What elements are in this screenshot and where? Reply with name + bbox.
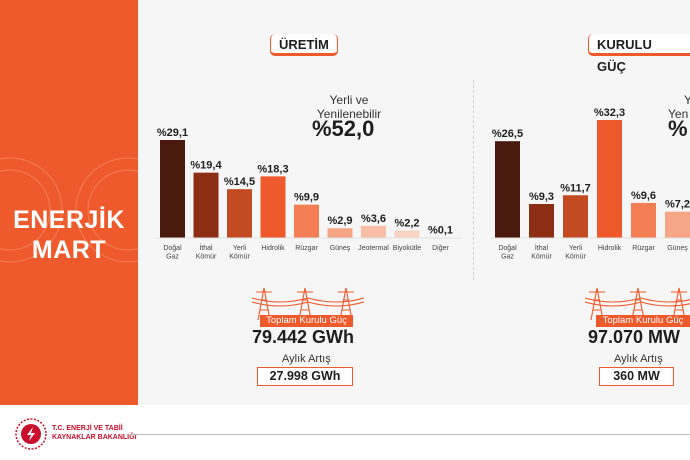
category-label-4: Rüzgar (295, 245, 318, 252)
category-label-0-0: Doğal (498, 245, 517, 252)
yerli-yenilenebilir-value: %52,0 (312, 116, 375, 141)
category-label-3: Hidrolik (261, 245, 285, 252)
bar-5 (665, 211, 690, 238)
category-label-4: Rüzgar (632, 245, 655, 252)
bar-value-label-2: %11,7 (560, 182, 591, 194)
footer-divider (130, 434, 690, 435)
yerli-label-2-line2: Yen (668, 107, 689, 121)
kurulu-guc-bar-chart: %26,5 Doğal Gaz %9,3 İthal Kömür %11,7 Yerli Köm… (491, 107, 690, 261)
category-label-1-1: Kömür (531, 254, 552, 261)
category-label-1-0: İthal (199, 243, 213, 252)
yerli-yenilenebilir-label-2: Y Yen (668, 93, 690, 121)
ministry-name-line1: T.C. ENERJİ VE TABİİ (52, 425, 123, 432)
bar-7 (394, 230, 420, 238)
bar-value-label-4: %9,6 (631, 190, 656, 202)
yerli-label-2-line1: Y (684, 93, 690, 107)
side-title: ENERJİK MART (0, 205, 138, 265)
category-label-2-0: Yerli (569, 245, 583, 252)
panel-divider (473, 80, 474, 280)
bar-4 (294, 204, 319, 238)
bar-value-label-8: %0,1 (428, 225, 453, 237)
aylik-artis-value: 27.998 GWh (257, 367, 353, 386)
category-label-0-1: Gaz (166, 254, 179, 261)
yerli-yenilenebilir-label: Yerli ve Yenilenebilir (304, 93, 394, 121)
bar-3 (597, 120, 622, 238)
tab-uretim[interactable]: ÜRETİM (270, 34, 338, 56)
category-label-2-1: Kömür (565, 254, 586, 261)
bar-0 (495, 141, 520, 238)
bar-1 (193, 172, 219, 238)
ministry-name-line2: KAYNAKLAR BAKANLIĞI (52, 434, 137, 441)
bar-value-label-4: %9,9 (294, 192, 319, 204)
category-label-5: Güneş (667, 245, 688, 252)
category-label-0-1: Gaz (501, 254, 514, 261)
category-label-8: Diğer (432, 245, 449, 252)
bar-value-label-1: %19,4 (190, 160, 222, 172)
yerli-label-line2: Yenilenebilir (316, 107, 382, 121)
aylik-artis-value-2: 360 MW (599, 367, 674, 386)
category-label-6: Jeotermal (358, 245, 389, 252)
decorative-arcs (0, 157, 138, 263)
toplam-kurulu-guc-label: Toplam Kurulu Güç (260, 315, 353, 327)
bar-2 (563, 195, 588, 238)
side-title-line2: MART (31, 236, 107, 264)
category-label-1-0: İthal (535, 243, 549, 252)
yerli-label-line1: Yerli ve (329, 93, 369, 107)
category-label-0-0: Doğal (163, 245, 182, 252)
aylik-artis-label: Aylık Artış (282, 353, 331, 365)
bar-value-label-5: %2,9 (327, 215, 352, 227)
bar-value-label-2: %14,5 (224, 176, 255, 188)
bar-value-label-3: %32,3 (594, 107, 625, 119)
bar-value-label-1: %9,3 (529, 191, 554, 203)
bar-4 (631, 202, 656, 238)
yerli-yenilenebilir-value-2: % (668, 116, 688, 141)
ministry-logo (15, 418, 47, 450)
uretim-bar-chart: %29,1 Doğal Gaz %19,4 İthal Kömür %14,5 Yerli Kö… (156, 127, 462, 261)
power-tower-icon (252, 287, 364, 320)
power-tower-icon-2 (585, 287, 690, 320)
bar-3 (260, 176, 286, 238)
category-label-1-1: Kömür (196, 254, 217, 261)
bar-value-label-3: %18,3 (257, 163, 288, 175)
bar-value-label-6: %3,6 (361, 213, 386, 225)
aylik-artis-label-2: Aylık Artış (614, 353, 663, 365)
bar-1 (529, 204, 554, 238)
bar-6 (361, 225, 386, 238)
ministry-name: T.C. ENERJİ VE TABİİ KAYNAKLAR BAKANLIĞI (52, 424, 137, 442)
bar-0 (160, 140, 185, 238)
toplam-kurulu-guc-value-2: 97.070 MW (588, 327, 681, 347)
toplam-kurulu-guc-label-2: Toplam Kurulu Güç (596, 315, 690, 327)
category-label-5: Güneş (330, 245, 351, 252)
category-label-3: Hidrolik (598, 245, 622, 252)
bar-5 (327, 228, 353, 238)
category-label-2-0: Yerli (233, 245, 247, 252)
bar-2 (227, 189, 252, 238)
side-banner: ENERJİK MART (0, 0, 138, 405)
tab-kurulu-guc[interactable]: KURULU GÜÇ (588, 34, 690, 74)
bar-value-label-0: %29,1 (157, 127, 188, 139)
category-label-7: Biyokütle (393, 245, 422, 252)
category-label-2-1: Kömür (229, 254, 250, 261)
bar-value-label-7: %2,2 (394, 218, 419, 230)
side-title-line1: ENERJİK (13, 206, 125, 234)
bar-value-label-0: %26,5 (492, 128, 523, 140)
toplam-kurulu-guc-value: 79.442 GWh (252, 327, 355, 347)
bar-value-label-5: %7,2 (665, 199, 690, 211)
